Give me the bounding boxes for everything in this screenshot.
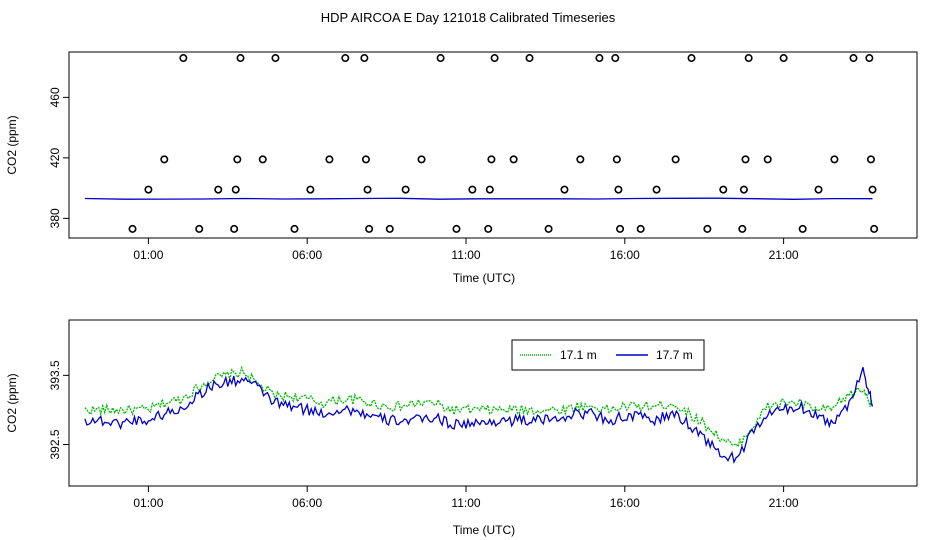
data-point [614, 185, 623, 194]
data-point [144, 185, 153, 194]
y-tick-label: 460 [48, 87, 62, 107]
x-tick-label: 11:00 [451, 248, 480, 262]
data-point [468, 185, 477, 194]
data-point [306, 185, 315, 194]
y-tick-label: 380 [48, 208, 62, 228]
y-axis-label: CO2 (ppm) [5, 373, 19, 432]
series-group [84, 365, 874, 465]
data-point [719, 185, 728, 194]
data-point [179, 54, 188, 63]
x-axis-label: Time (UTC) [453, 271, 515, 285]
x-tick-label: 01:00 [133, 496, 163, 510]
data-point [870, 224, 879, 233]
data-point [236, 54, 245, 63]
series-line-17-7-m [84, 367, 874, 465]
x-axis: 01:00 06:00 11:00 16:00 21:00 [133, 486, 799, 510]
data-point [544, 224, 553, 233]
data-point [741, 155, 750, 164]
data-point [230, 224, 239, 233]
data-point [612, 155, 621, 164]
data-point [231, 185, 240, 194]
y-tick-label: 420 [48, 148, 62, 168]
data-point [233, 155, 242, 164]
figure-title: HDP AIRCOA E Day 121018 Calibrated Times… [321, 10, 616, 25]
data-point [363, 185, 372, 194]
data-point [636, 224, 645, 233]
data-point [195, 224, 204, 233]
x-tick-label: 06:00 [292, 248, 322, 262]
data-point [865, 54, 874, 63]
series-line-17-1-m [84, 365, 874, 449]
legend-label-17-7m: 17.7 m [656, 348, 693, 362]
data-point [744, 54, 753, 63]
data-point [595, 54, 604, 63]
data-point [258, 155, 267, 164]
data-point [738, 224, 747, 233]
data-point [214, 185, 223, 194]
data-point [484, 224, 493, 233]
data-point [128, 224, 137, 233]
data-point [490, 54, 499, 63]
x-tick-label: 01:00 [133, 248, 163, 262]
data-point [325, 155, 334, 164]
data-point [779, 54, 788, 63]
plot-frame [68, 51, 918, 239]
x-tick-label: 11:00 [451, 496, 480, 510]
data-point [485, 185, 494, 194]
data-point [290, 224, 299, 233]
data-point [703, 224, 712, 233]
data-point [509, 155, 518, 164]
data-point [487, 155, 496, 164]
legend: 17.1 m 17.7 m [511, 339, 705, 371]
y-tick-label: 393.5 [48, 360, 62, 390]
timeseries-panel-zoom: 01:00 06:00 11:00 16:00 21:00 392.5 393.5 Tim… [5, 319, 918, 537]
data-point [652, 185, 661, 194]
legend-label-17-1m: 17.1 m [560, 348, 597, 362]
data-point [616, 224, 625, 233]
x-axis: 01:00 06:00 11:00 16:00 21:00 [133, 238, 799, 262]
data-point [814, 185, 823, 194]
y-tick-label: 392.5 [48, 429, 62, 459]
data-point [417, 155, 426, 164]
series-group [84, 54, 879, 233]
y-axis-label: CO2 (ppm) [5, 115, 19, 174]
data-point [160, 155, 169, 164]
data-point [341, 54, 350, 63]
y-axis: 392.5 393.5 [48, 360, 69, 460]
x-tick-label: 16:00 [610, 248, 640, 262]
data-point [452, 224, 461, 233]
data-point [576, 155, 585, 164]
data-point [868, 185, 877, 194]
data-point [687, 54, 696, 63]
data-point [525, 54, 534, 63]
y-axis: 380 420 460 [48, 87, 69, 228]
data-point [560, 185, 569, 194]
data-point [361, 155, 370, 164]
data-point [436, 54, 445, 63]
x-tick-label: 21:00 [769, 248, 799, 262]
x-tick-label: 21:00 [769, 496, 799, 510]
data-point [849, 54, 858, 63]
series-line-blue [84, 197, 873, 200]
data-point [763, 155, 772, 164]
data-point [365, 224, 374, 233]
plot-frame [68, 319, 918, 487]
data-point [611, 54, 620, 63]
data-point [271, 54, 280, 63]
data-point [360, 54, 369, 63]
data-point [798, 224, 807, 233]
data-point [830, 155, 839, 164]
data-point [401, 185, 410, 194]
timeseries-panel-raw: 01:00 06:00 11:00 16:00 21:00 380 420 460 Time… [5, 51, 918, 285]
x-tick-label: 06:00 [292, 496, 322, 510]
data-point [866, 155, 875, 164]
x-tick-label: 16:00 [610, 496, 640, 510]
data-point [739, 185, 748, 194]
x-axis-label: Time (UTC) [453, 523, 515, 537]
data-point [671, 155, 680, 164]
data-point [385, 224, 394, 233]
